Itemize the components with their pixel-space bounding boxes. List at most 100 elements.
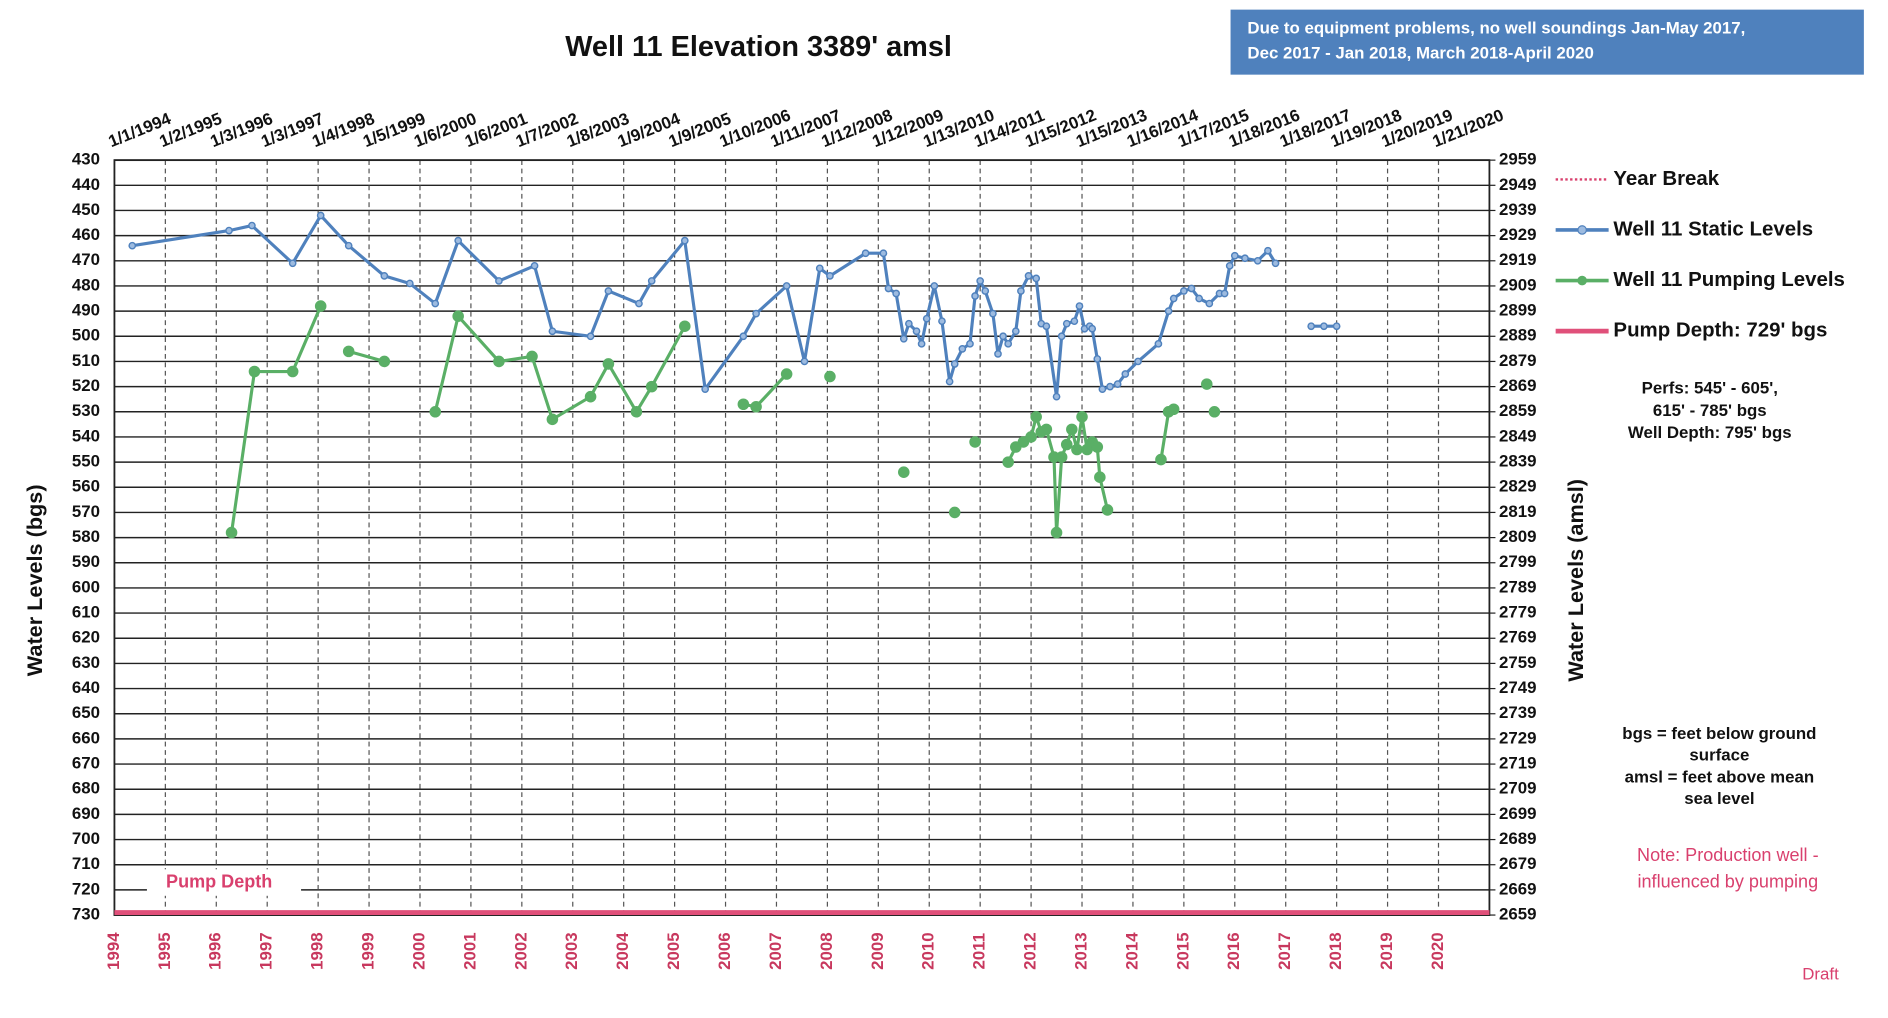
data-point (1091, 441, 1104, 453)
data-point (1320, 322, 1328, 331)
data-point (1025, 431, 1037, 443)
data-point (958, 345, 967, 353)
pump-label-bg (146, 869, 302, 896)
data-point (342, 345, 355, 358)
x-tick-label: 2010 (919, 932, 938, 969)
y2-tick-label: 2679 (1499, 854, 1536, 873)
data-point (912, 327, 921, 336)
x-tick-label: 2014 (1122, 932, 1141, 970)
x-tick-label: 1994 (104, 932, 123, 970)
y-tick-label: 510 (72, 351, 100, 370)
legend-marker (1577, 225, 1587, 235)
data-point (701, 385, 710, 393)
y-tick-label: 490 (72, 301, 100, 320)
data-point (1004, 339, 1013, 348)
data-point (922, 314, 931, 323)
data-point (884, 284, 893, 293)
data-point (316, 211, 325, 220)
x-tick-label: 1998 (308, 932, 327, 969)
data-point (899, 334, 908, 343)
data-point (344, 241, 353, 250)
y-tick-label: 640 (72, 678, 100, 697)
data-point (1167, 403, 1180, 416)
y2-tick-label: 2789 (1499, 577, 1536, 596)
data-point (1225, 261, 1234, 270)
y2-tick-label: 2799 (1499, 552, 1536, 571)
y-tick-label: 530 (72, 401, 100, 420)
data-point (405, 279, 414, 288)
production-note: Note: Production well - (1637, 845, 1819, 865)
data-point (752, 309, 760, 318)
y-tick-label: 610 (72, 603, 100, 622)
y2-tick-label: 2869 (1499, 376, 1536, 395)
x-tick-label: 1999 (359, 932, 378, 969)
data-point (938, 317, 946, 326)
data-point (815, 264, 824, 273)
definition: surface (1689, 746, 1749, 765)
y2-tick-label: 2959 (1499, 150, 1536, 169)
data-point (1098, 385, 1107, 393)
x-tick-label: 2006 (715, 932, 734, 969)
x-tick-label: 2001 (460, 932, 479, 969)
legend-label: Well 11 Static Levels (1613, 217, 1813, 240)
y2-tick-label: 2949 (1499, 175, 1536, 194)
data-point (1187, 284, 1196, 293)
y2-tick-label: 2919 (1499, 250, 1536, 269)
data-point (647, 277, 656, 285)
data-point (1030, 411, 1042, 423)
data-point (680, 236, 689, 245)
y2-tick-label: 2809 (1499, 527, 1536, 546)
y-tick-label: 710 (72, 854, 100, 873)
data-point (1017, 287, 1025, 295)
data-point (128, 241, 137, 250)
data-point (1271, 259, 1280, 268)
notice-line: Due to equipment problems, no well sound… (1247, 18, 1745, 37)
data-point (454, 236, 463, 245)
data-point (1094, 471, 1106, 483)
y2-tick-label: 2699 (1499, 804, 1536, 823)
y-tick-label: 550 (72, 452, 100, 471)
y-tick-label: 560 (72, 477, 100, 496)
data-point (750, 400, 762, 413)
data-point (969, 436, 981, 448)
y2-axis-label: Water Levels (amsl) (1563, 479, 1588, 682)
data-point (966, 339, 974, 348)
data-point (526, 350, 538, 363)
data-point (1062, 319, 1071, 328)
x-tick-label: 1996 (206, 932, 225, 969)
draft-label: Draft (1802, 965, 1839, 984)
data-point (1052, 392, 1061, 401)
data-point (1164, 307, 1173, 315)
data-point (1106, 382, 1114, 391)
data-point (645, 380, 658, 393)
perfs-note: 615' - 785' bgs (1653, 401, 1767, 420)
y-tick-label: 570 (72, 502, 100, 521)
y-axis-label: Water Levels (bgs) (22, 484, 47, 676)
perfs-note: Well Depth: 795' bgs (1628, 423, 1792, 442)
data-point (905, 319, 913, 328)
x-tick-label: 2005 (664, 932, 683, 969)
y2-tick-label: 2929 (1499, 225, 1536, 244)
legend-label: Year Break (1613, 167, 1719, 190)
data-point (546, 413, 559, 426)
data-point (1332, 322, 1341, 331)
y2-tick-label: 2849 (1499, 426, 1536, 445)
data-point (930, 282, 939, 290)
data-point (994, 350, 1002, 358)
y-tick-label: 540 (72, 426, 100, 445)
data-point (1055, 451, 1068, 463)
data-point (584, 390, 597, 403)
data-point (948, 506, 961, 519)
data-point (737, 398, 750, 411)
data-point (1070, 317, 1079, 326)
y-tick-label: 670 (72, 754, 100, 773)
y-tick-label: 590 (72, 552, 100, 571)
y-tick-label: 630 (72, 653, 100, 672)
data-point (248, 365, 261, 378)
y-tick-label: 700 (72, 829, 100, 848)
data-point (824, 370, 836, 383)
data-point (1002, 456, 1014, 468)
y-tick-label: 580 (72, 527, 100, 546)
y2-tick-label: 2669 (1499, 879, 1536, 898)
